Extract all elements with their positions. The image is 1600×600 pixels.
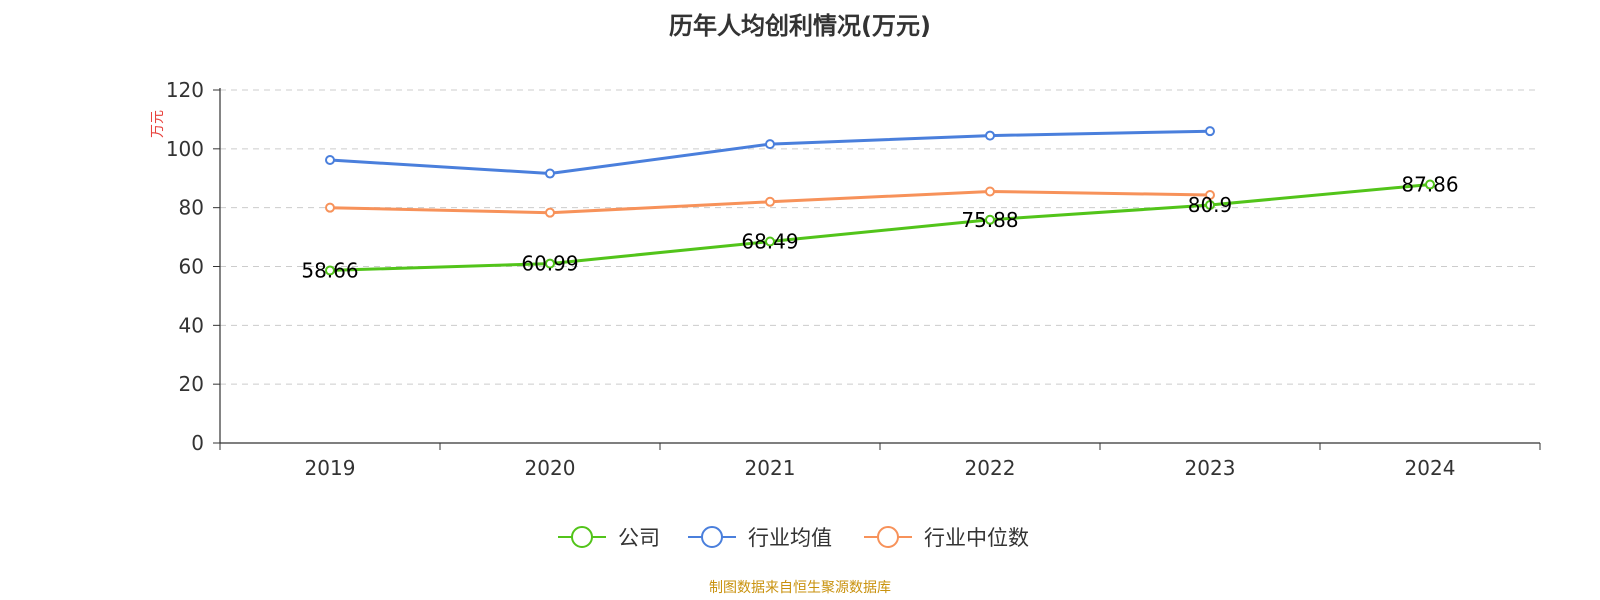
data-labels: 58.66 60.99 68.49 75.88 80.9 87.86 — [301, 173, 1458, 283]
legend-marker-0 — [571, 526, 593, 548]
data-point-s1-2022 — [985, 130, 995, 141]
source-note: 制图数据来自恒生聚源数据库 — [709, 580, 891, 596]
legend-item-0[interactable]: 公司 — [558, 526, 660, 550]
data-point-s2-2023 — [1205, 190, 1215, 201]
data-point-s1-2020 — [545, 168, 555, 179]
series-line-1 — [329, 129, 1211, 175]
data-point-s2-2022 — [985, 186, 995, 197]
legend-label-1: 行业均值 — [748, 526, 832, 550]
data-point-s2-2020 — [545, 207, 555, 218]
x-tick-label-2020: 2020 — [525, 456, 576, 480]
x-tick-label-2022: 2022 — [965, 456, 1016, 480]
series-line-0 — [329, 183, 1431, 272]
legend-item-2[interactable]: 行业中位数 — [864, 526, 1029, 550]
gridlines — [220, 89, 1540, 385]
data-point-s2-2019 — [325, 202, 335, 213]
y-tick-label-40: 40 — [179, 313, 204, 337]
y-axis-label: 万元 — [150, 110, 166, 138]
y-axis: 0 20 40 60 80 100 120 — [166, 78, 221, 455]
chart-title: 历年人均创利情况(万元) — [669, 12, 931, 40]
data-point-s1-2019 — [325, 155, 335, 166]
x-tick-label-2021: 2021 — [745, 456, 796, 480]
data-point-s0-2021 — [765, 236, 775, 247]
legend[interactable]: 公司 行业均值 行业中位数 — [558, 526, 1029, 550]
legend-label-2: 行业中位数 — [924, 526, 1029, 550]
data-label-2023: 80.9 — [1188, 193, 1233, 217]
data-point-s2-2021 — [765, 196, 775, 207]
y-tick-label-20: 20 — [179, 372, 204, 396]
data-label-2019: 58.66 — [301, 258, 358, 282]
data-label-2024: 87.86 — [1401, 173, 1458, 197]
data-point-s0-2022 — [985, 214, 995, 225]
data-label-2020: 60.99 — [521, 252, 578, 276]
x-tick-label-2023: 2023 — [1185, 456, 1236, 480]
data-point-s0-2020 — [545, 258, 555, 269]
legend-marker-1 — [701, 526, 723, 548]
data-point-s0-2024 — [1425, 179, 1435, 190]
data-label-2022: 75.88 — [961, 208, 1018, 232]
legend-label-0: 公司 — [618, 526, 660, 550]
x-tick-label-2024: 2024 — [1405, 456, 1456, 480]
x-axis: 2019 2020 2021 2022 2023 2024 — [219, 442, 1541, 480]
x-tick-label-2019: 2019 — [305, 456, 356, 480]
legend-marker-2 — [877, 526, 899, 548]
data-point-s0-2023 — [1205, 200, 1215, 211]
data-point-s1-2023 — [1205, 126, 1215, 137]
legend-item-1[interactable]: 行业均值 — [688, 526, 832, 550]
data-point-s1-2021 — [765, 139, 775, 150]
series-lines — [325, 126, 1435, 276]
y-tick-label-60: 60 — [179, 255, 204, 279]
y-tick-label-80: 80 — [179, 196, 204, 220]
data-point-s0-2019 — [325, 265, 335, 276]
y-tick-label-100: 100 — [166, 137, 204, 161]
data-label-2021: 68.49 — [741, 230, 798, 254]
y-tick-label-0: 0 — [191, 431, 204, 455]
y-tick-label-120: 120 — [166, 78, 204, 102]
